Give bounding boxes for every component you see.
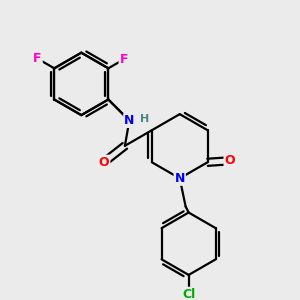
Text: N: N	[175, 172, 185, 185]
Text: N: N	[124, 114, 134, 127]
Text: F: F	[33, 52, 42, 65]
Text: O: O	[99, 156, 110, 169]
Text: O: O	[224, 154, 235, 167]
Text: Cl: Cl	[182, 288, 195, 300]
Text: H: H	[140, 114, 149, 124]
Text: F: F	[119, 53, 128, 66]
